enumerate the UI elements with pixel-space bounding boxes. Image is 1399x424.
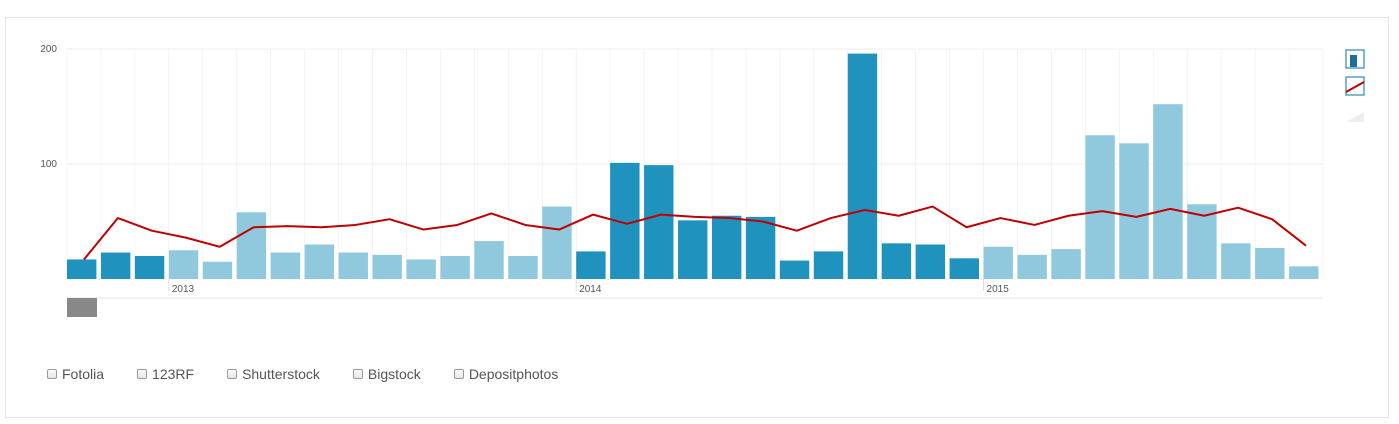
bar bbox=[949, 258, 979, 279]
checkbox[interactable] bbox=[227, 369, 238, 379]
y-tick-label: 200 bbox=[40, 44, 57, 55]
bar bbox=[1153, 104, 1183, 279]
bar bbox=[678, 220, 708, 279]
bar bbox=[983, 246, 1013, 279]
bar bbox=[576, 251, 606, 279]
bar bbox=[1187, 204, 1217, 279]
legend-item-123rf[interactable]: 123RF bbox=[137, 366, 194, 382]
legend-label: Bigstock bbox=[367, 366, 421, 382]
bar bbox=[1221, 243, 1251, 279]
x-axis: 2013 2014 2015 bbox=[168, 279, 1010, 295]
x-tick-label: 2013 bbox=[172, 284, 195, 295]
chart: 100 200 2013 2014 2015 bbox=[40, 44, 1365, 317]
bar bbox=[134, 256, 165, 279]
legend-item-depositphotos[interactable]: Depositphotos bbox=[453, 366, 559, 382]
legend-item-fotolia[interactable]: Fotolia bbox=[47, 366, 104, 382]
checkbox[interactable] bbox=[453, 369, 464, 379]
legend-label: Fotolia bbox=[62, 366, 105, 382]
bar bbox=[406, 259, 436, 279]
bar bbox=[474, 241, 504, 279]
area-chart-toggle[interactable] bbox=[1346, 112, 1364, 122]
y-tick-label: 100 bbox=[40, 159, 57, 170]
legend-label: Depositphotos bbox=[468, 366, 559, 382]
series-line bbox=[83, 205, 1307, 261]
area-chart-icon bbox=[1346, 112, 1364, 122]
bar bbox=[67, 259, 97, 279]
x-tick-label: 2015 bbox=[987, 284, 1010, 295]
line-chart-toggle[interactable] bbox=[1345, 76, 1365, 96]
trend-line bbox=[83, 205, 1307, 261]
bar bbox=[1085, 135, 1115, 279]
bar bbox=[270, 252, 301, 279]
chart-panel: 100 200 2013 2014 2015 bbox=[5, 17, 1389, 418]
bar-chart-icon bbox=[1350, 55, 1357, 67]
legend-label: 123RF bbox=[152, 366, 195, 382]
checkbox[interactable] bbox=[352, 369, 363, 379]
bar bbox=[508, 256, 538, 279]
bar bbox=[847, 53, 878, 279]
bar bbox=[100, 252, 131, 279]
navigator bbox=[67, 297, 1323, 317]
checkbox[interactable] bbox=[137, 369, 148, 379]
bar bbox=[1289, 266, 1319, 279]
bar bbox=[1119, 143, 1149, 279]
bar bbox=[440, 256, 470, 279]
bar bbox=[202, 261, 233, 279]
bar bbox=[236, 212, 267, 279]
bar bbox=[304, 244, 335, 279]
bar bbox=[644, 165, 674, 279]
bar bbox=[542, 206, 572, 279]
legend-label: Shutterstock bbox=[242, 366, 320, 382]
bar bbox=[168, 250, 199, 279]
line-chart-icon bbox=[1345, 81, 1365, 93]
y-axis: 100 200 bbox=[40, 44, 57, 170]
bar bbox=[1255, 247, 1285, 279]
checkbox[interactable] bbox=[47, 369, 57, 379]
bar bbox=[813, 251, 844, 279]
bar bbox=[915, 244, 946, 279]
bar bbox=[881, 243, 912, 279]
bar bbox=[1017, 254, 1047, 279]
bar bbox=[745, 216, 776, 279]
bar bbox=[779, 260, 810, 279]
legend: Fotolia 123RF Shutterstock Bigstock Depo… bbox=[47, 364, 591, 384]
bars bbox=[67, 53, 1319, 279]
navigator-handle[interactable] bbox=[67, 298, 97, 317]
legend-item-bigstock[interactable]: Bigstock bbox=[352, 366, 421, 382]
bar bbox=[1051, 249, 1081, 279]
x-tick-label: 2014 bbox=[579, 284, 602, 295]
bar bbox=[372, 254, 402, 279]
bar-chart-toggle[interactable] bbox=[1345, 49, 1365, 69]
bar bbox=[711, 215, 742, 279]
legend-item-shutterstock[interactable]: Shutterstock bbox=[227, 366, 320, 382]
bar bbox=[338, 252, 368, 279]
